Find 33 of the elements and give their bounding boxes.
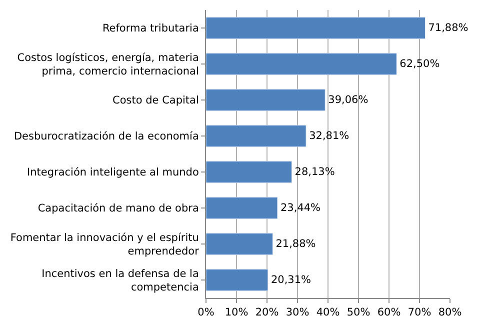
y-tick-label: Capacitación de mano de obra bbox=[38, 202, 199, 215]
bar bbox=[206, 268, 268, 292]
data-label: 62,50% bbox=[400, 58, 440, 70]
bar bbox=[206, 232, 273, 256]
data-label: 28,13% bbox=[294, 166, 335, 178]
x-tick-label: 10% bbox=[224, 306, 248, 319]
x-tick-label: 80% bbox=[438, 306, 462, 319]
x-tick-label: 50% bbox=[346, 306, 370, 319]
data-label: 21,88% bbox=[276, 238, 316, 250]
data-label: 23,44% bbox=[280, 202, 321, 214]
x-tick-label: 60% bbox=[377, 306, 401, 319]
bar bbox=[206, 124, 306, 148]
data-label: 32,81% bbox=[309, 130, 350, 142]
y-tick-label: Incentivos en la defensa de la competencia bbox=[42, 268, 199, 294]
y-tick-label: Costo de Capital bbox=[112, 94, 199, 107]
bar bbox=[206, 16, 426, 40]
bar bbox=[206, 88, 326, 112]
bar bbox=[206, 52, 397, 76]
y-tick-label: Desburocratización de la economía bbox=[14, 130, 199, 143]
data-label: 20,31% bbox=[270, 274, 312, 286]
x-tick-label: 0% bbox=[198, 306, 214, 319]
data-label: 71,88% bbox=[428, 22, 468, 34]
data-label: 39,06% bbox=[328, 94, 368, 106]
y-tick-label: Reforma tributaria bbox=[102, 22, 199, 35]
x-tick-label: 40% bbox=[316, 306, 340, 319]
y-tick-label: Fomentar la innovación y el espíritu emprendedor bbox=[10, 232, 200, 258]
y-tick-label: Costos logísticos, energía, materia prima, comercio internacional bbox=[17, 52, 199, 78]
y-tick-label: Integración inteligente al mundo bbox=[27, 166, 199, 179]
bar bbox=[206, 196, 278, 220]
x-tick-label: 70% bbox=[408, 306, 432, 319]
bar bbox=[206, 160, 292, 184]
x-tick-label: 20% bbox=[255, 306, 279, 319]
x-tick-label: 30% bbox=[286, 306, 310, 319]
